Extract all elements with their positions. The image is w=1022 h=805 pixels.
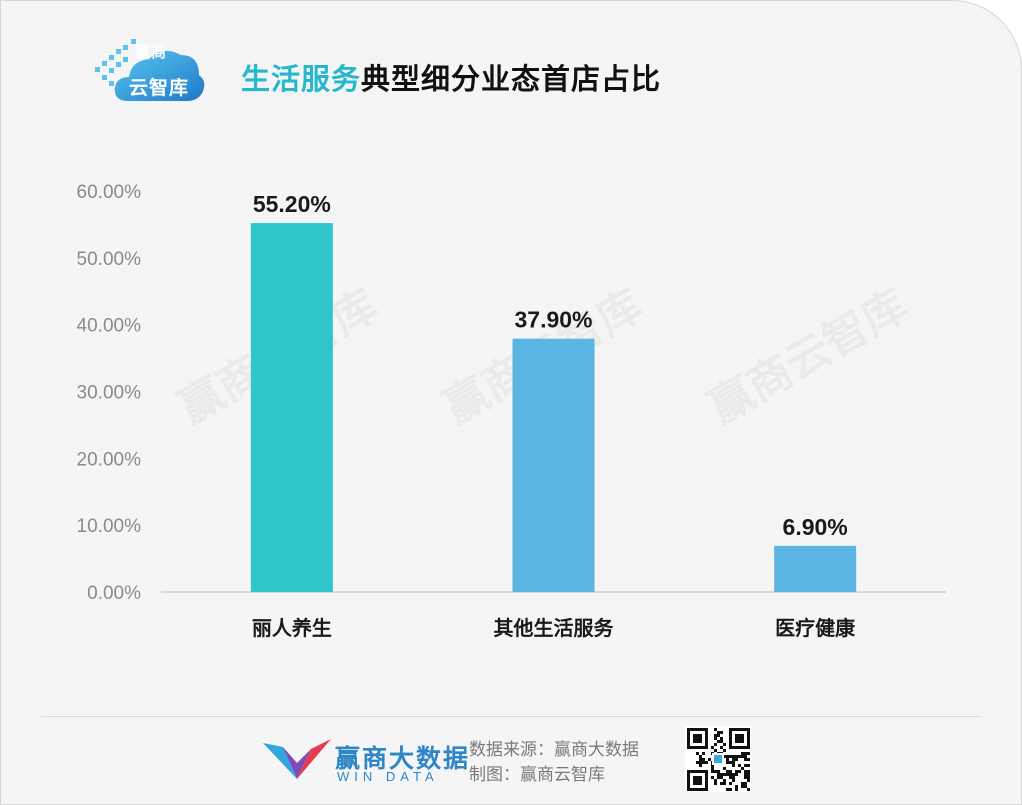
y-tick-label: 0.00% [87, 583, 141, 604]
x-category-label: 医疗健康 [775, 616, 856, 640]
logo-text-bottom: 云智库 [129, 77, 190, 99]
x-category-label: 其他生活服务 [494, 616, 615, 640]
bar-value-label: 6.90% [783, 514, 848, 540]
brand-block: 赢商大数据 WIN DATA [263, 737, 468, 787]
made-by-line: 制图：赢商云智库 [469, 765, 605, 785]
brand-name-en: WIN DATA [337, 769, 439, 784]
x-category-label: 丽人养生 [252, 616, 332, 640]
qr-code-icon [685, 726, 751, 792]
y-tick-label: 20.00% [77, 449, 142, 470]
bar [512, 338, 595, 592]
chart-title-rest: 典型细分业态首店占比 [361, 62, 662, 96]
source-text: 数据来源：赢商大数据 制图：赢商云智库 [469, 738, 639, 788]
y-tick-label: 40.00% [77, 316, 142, 337]
data-source-line: 数据来源：赢商大数据 [469, 740, 639, 760]
y-tick-label: 60.00% [77, 182, 142, 203]
bar [774, 545, 857, 592]
chart-title-highlight: 生活服务 [241, 62, 362, 96]
y-tick-label: 50.00% [77, 249, 142, 270]
bar-chart: 0.00% 10.00% 20.00% 30.00% 40.00% 50.00% 60.00… [77, 182, 946, 640]
logo-text-top: 赢商 [135, 43, 168, 61]
bar-value-label: 37.90% [514, 307, 592, 333]
footer-divider [41, 716, 981, 717]
bar [250, 223, 333, 592]
y-tick-label: 30.00% [77, 383, 142, 404]
chart-title: 生活服务典型细分业态首店占比 [241, 56, 661, 98]
y-tick-label: 10.00% [77, 516, 142, 537]
brand-name-cn: 赢商大数据 [335, 744, 471, 773]
bar-value-label: 55.20% [253, 191, 331, 217]
cloud-logo-icon: 赢商 云智库 [91, 37, 207, 107]
brand-logo-icon [263, 739, 331, 779]
